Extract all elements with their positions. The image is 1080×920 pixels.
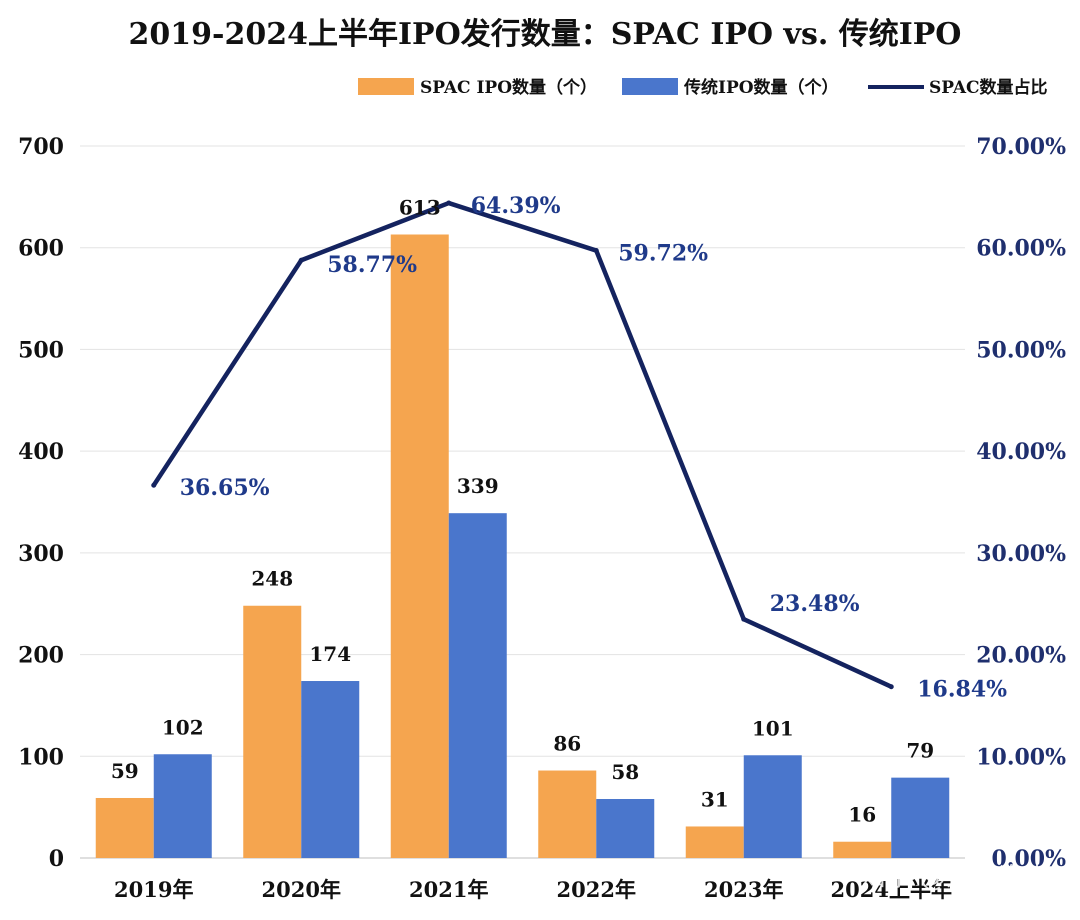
y2-tick-label: 70.00% <box>976 134 1066 160</box>
x-tick-label: 2020年 <box>262 877 341 902</box>
bar-label-spac: 31 <box>701 787 729 811</box>
bar-spac <box>95 797 154 858</box>
share-label: 58.77% <box>327 252 417 278</box>
y2-tick-label: 10.00% <box>976 744 1066 770</box>
share-point <box>593 248 599 254</box>
y2-tick-label: 0.00% <box>992 846 1067 872</box>
bar-label-spac: 613 <box>399 195 441 219</box>
bar-label-traditional: 101 <box>752 716 794 740</box>
watermark: 知乎 @京都资本 <box>860 863 1050 893</box>
chart-title: 2019-2024上半年IPO发行数量：SPAC IPO vs. 传统IPO <box>129 17 962 52</box>
bar-spac <box>243 605 302 858</box>
bar-traditional <box>301 681 360 858</box>
share-line <box>151 200 894 690</box>
share-label: 64.39% <box>471 193 561 219</box>
share-point <box>151 482 157 488</box>
bar-label-spac: 59 <box>111 759 139 783</box>
y2-tick-label: 20.00% <box>976 643 1066 669</box>
bar-label-traditional: 58 <box>611 760 639 784</box>
bar-spac <box>833 841 892 858</box>
bar-label-traditional: 339 <box>457 474 499 498</box>
share-label: 36.65% <box>180 475 270 501</box>
y2-tick-label: 50.00% <box>976 337 1066 363</box>
x-tick-label: 2019年 <box>114 877 193 902</box>
y-axis-left: 0 100 200 300 400 500 600 700 <box>18 134 64 872</box>
y2-tick-label: 40.00% <box>976 439 1066 465</box>
bar-spac <box>538 770 597 858</box>
legend-swatch-spac <box>358 78 414 95</box>
bar-label-traditional: 102 <box>162 715 204 739</box>
y-tick-label: 100 <box>18 744 64 770</box>
bar-traditional <box>596 799 655 858</box>
share-point <box>298 257 304 263</box>
share-label: 23.48% <box>770 591 860 617</box>
legend-label-traditional: 传统IPO数量（个） <box>683 77 839 98</box>
x-tick-label: 2022年 <box>557 877 636 902</box>
y-tick-label: 600 <box>18 236 64 262</box>
y-tick-label: 200 <box>18 643 64 669</box>
share-label: 16.84% <box>917 677 1007 703</box>
bar-spac <box>390 234 449 858</box>
bar-label-traditional: 79 <box>906 739 934 763</box>
x-axis: 2019年 2020年 2021年 2022年 2023年 2024上半年 <box>114 877 952 902</box>
y2-tick-label: 30.00% <box>976 541 1066 567</box>
bar-traditional <box>743 755 802 858</box>
share-point <box>741 616 747 622</box>
legend-label-share: SPAC数量占比 <box>929 77 1048 98</box>
x-tick-label: 2024上半年 <box>831 877 952 902</box>
share-point <box>446 200 452 206</box>
y-tick-label: 0 <box>49 846 64 872</box>
y2-tick-label: 60.00% <box>976 236 1066 262</box>
bar-label-spac: 248 <box>251 567 293 591</box>
bar-traditional <box>891 777 950 858</box>
share-line-path <box>151 200 894 689</box>
bar-label-spac: 86 <box>553 732 581 756</box>
y-tick-label: 400 <box>18 439 64 465</box>
bar-label-traditional: 174 <box>309 642 351 666</box>
legend: SPAC IPO数量（个） 传统IPO数量（个） SPAC数量占比 <box>358 77 1048 98</box>
y-axis-right: 0.00% 10.00% 20.00% 30.00% 40.00% 50.00% 60.00… <box>976 134 1066 872</box>
share-point <box>888 684 894 690</box>
y-tick-label: 700 <box>18 134 64 160</box>
legend-swatch-traditional <box>622 78 678 95</box>
y-tick-label: 300 <box>18 541 64 567</box>
gridlines <box>80 145 965 859</box>
bar-label-spac: 16 <box>848 803 876 827</box>
x-tick-label: 2023年 <box>704 877 783 902</box>
bars <box>95 234 950 858</box>
bar-spac <box>685 826 744 858</box>
bar-traditional <box>448 513 507 858</box>
share-label: 59.72% <box>618 241 708 267</box>
x-tick-label: 2021年 <box>409 877 488 902</box>
legend-label-spac: SPAC IPO数量（个） <box>420 77 597 98</box>
bar-traditional <box>153 754 212 858</box>
data-labels: 59 102 248 174 613 339 86 58 31 101 16 79 36.65% 58.7… <box>111 193 1007 827</box>
y-tick-label: 500 <box>18 337 64 363</box>
